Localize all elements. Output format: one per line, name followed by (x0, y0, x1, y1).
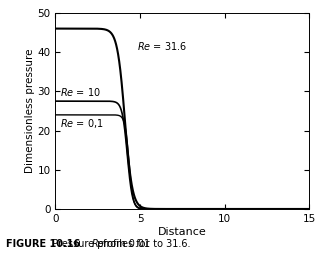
Y-axis label: Dimensionless pressure: Dimensionless pressure (25, 49, 35, 173)
Text: from 0.01 to 31.6.: from 0.01 to 31.6. (100, 239, 191, 249)
Text: Re: Re (92, 239, 105, 249)
Text: $\mathit{Re}$ = 10: $\mathit{Re}$ = 10 (60, 86, 100, 98)
Text: $\mathit{Re}$ = 0,1: $\mathit{Re}$ = 0,1 (60, 117, 103, 130)
Text: FIGURE 10.16: FIGURE 10.16 (6, 239, 81, 249)
Text: Pressure profiles for: Pressure profiles for (46, 239, 152, 249)
Text: $\mathit{Re}$ = 31.6: $\mathit{Re}$ = 31.6 (137, 40, 187, 52)
X-axis label: Distance: Distance (158, 227, 207, 237)
